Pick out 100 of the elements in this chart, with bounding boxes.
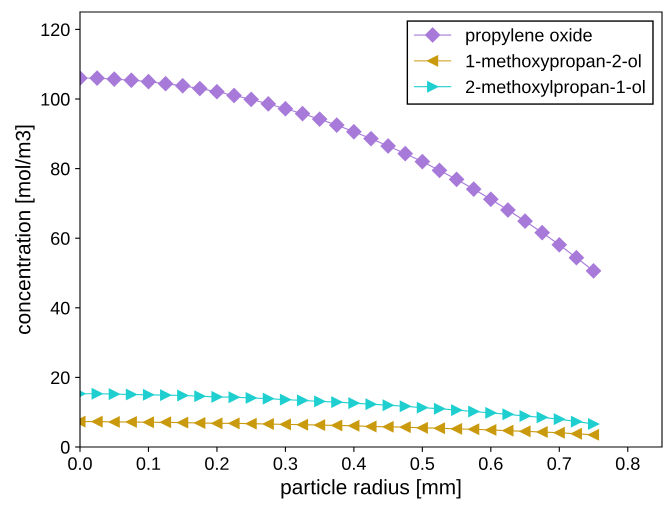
point bbox=[348, 398, 360, 409]
point bbox=[520, 410, 531, 422]
point bbox=[451, 423, 462, 434]
point bbox=[192, 80, 208, 96]
point bbox=[314, 420, 326, 431]
y-axis-title: concentration [mol/m3] bbox=[15, 126, 35, 334]
point bbox=[416, 402, 428, 414]
point bbox=[177, 417, 188, 428]
point bbox=[365, 398, 377, 410]
point bbox=[449, 172, 464, 187]
point bbox=[414, 154, 430, 170]
point bbox=[570, 428, 582, 440]
point bbox=[260, 96, 276, 112]
point bbox=[142, 389, 154, 400]
x-tick-label: 0.7 bbox=[547, 457, 571, 470]
x-tick-label: 0.2 bbox=[205, 457, 229, 470]
y-tick-label: 0 bbox=[60, 440, 70, 454]
point bbox=[194, 417, 206, 429]
y-tick-label: 80 bbox=[50, 162, 70, 176]
point bbox=[400, 422, 411, 433]
point bbox=[228, 418, 240, 429]
point bbox=[536, 412, 548, 423]
point bbox=[331, 420, 342, 431]
point bbox=[536, 426, 548, 438]
point bbox=[520, 426, 531, 437]
x-axis-title: particle radius [mm] bbox=[281, 479, 460, 499]
legend-label: 1-methoxypropan-2-ol bbox=[466, 54, 641, 71]
point bbox=[246, 418, 257, 430]
point bbox=[502, 425, 514, 436]
point bbox=[262, 418, 274, 430]
point bbox=[554, 414, 565, 425]
point bbox=[329, 118, 344, 133]
x-tick-label: 0.3 bbox=[274, 457, 298, 470]
point bbox=[278, 101, 293, 116]
y-tick-label: 40 bbox=[50, 302, 70, 315]
y-tick-label: 100 bbox=[42, 92, 70, 106]
point bbox=[140, 74, 156, 90]
point bbox=[382, 400, 394, 411]
point bbox=[363, 131, 379, 146]
point bbox=[432, 162, 448, 178]
point bbox=[158, 76, 174, 92]
x-tick-label: 0.8 bbox=[616, 457, 640, 470]
point bbox=[348, 420, 360, 432]
y-tick-label: 20 bbox=[51, 371, 70, 384]
point bbox=[517, 214, 533, 229]
point bbox=[92, 416, 103, 428]
point bbox=[400, 400, 411, 412]
y-tick-label: 60 bbox=[51, 232, 70, 245]
point bbox=[90, 70, 105, 86]
point bbox=[552, 237, 567, 252]
x-tick-label: 0.1 bbox=[136, 457, 160, 470]
point bbox=[294, 106, 310, 122]
point bbox=[451, 404, 462, 416]
point bbox=[570, 416, 582, 428]
point bbox=[365, 420, 377, 432]
point bbox=[160, 416, 172, 428]
point bbox=[209, 84, 225, 100]
point bbox=[485, 424, 496, 436]
point bbox=[500, 202, 516, 218]
x-tick-label: 0.0 bbox=[68, 457, 92, 470]
x-tick-label: 0.6 bbox=[478, 457, 503, 470]
point bbox=[554, 427, 565, 438]
x-tick-label: 0.4 bbox=[342, 457, 366, 470]
point bbox=[226, 88, 242, 104]
point bbox=[280, 394, 291, 406]
point bbox=[142, 416, 154, 428]
point bbox=[588, 429, 600, 440]
point bbox=[126, 388, 137, 400]
point bbox=[228, 392, 240, 403]
point bbox=[346, 124, 362, 140]
point bbox=[588, 418, 600, 430]
point bbox=[296, 394, 308, 406]
point bbox=[262, 393, 274, 404]
x-tick-label: 0.5 bbox=[410, 457, 434, 470]
point bbox=[468, 424, 480, 435]
point bbox=[382, 421, 394, 432]
point bbox=[244, 92, 259, 107]
point bbox=[416, 422, 428, 434]
point bbox=[485, 407, 496, 418]
point bbox=[211, 391, 222, 402]
point bbox=[124, 72, 139, 88]
point bbox=[534, 225, 550, 240]
point bbox=[126, 416, 137, 428]
point bbox=[92, 388, 103, 400]
point bbox=[280, 418, 291, 430]
point bbox=[160, 390, 172, 401]
point bbox=[312, 112, 328, 127]
point bbox=[108, 388, 120, 400]
point bbox=[296, 419, 308, 430]
point bbox=[194, 390, 206, 402]
point bbox=[502, 408, 514, 420]
point bbox=[106, 72, 122, 87]
point bbox=[434, 422, 446, 434]
point bbox=[483, 192, 498, 207]
point bbox=[177, 390, 188, 402]
point bbox=[211, 418, 222, 429]
point bbox=[398, 146, 413, 162]
point bbox=[175, 78, 190, 94]
point bbox=[568, 250, 584, 266]
legend-label: propylene oxide bbox=[466, 28, 592, 46]
